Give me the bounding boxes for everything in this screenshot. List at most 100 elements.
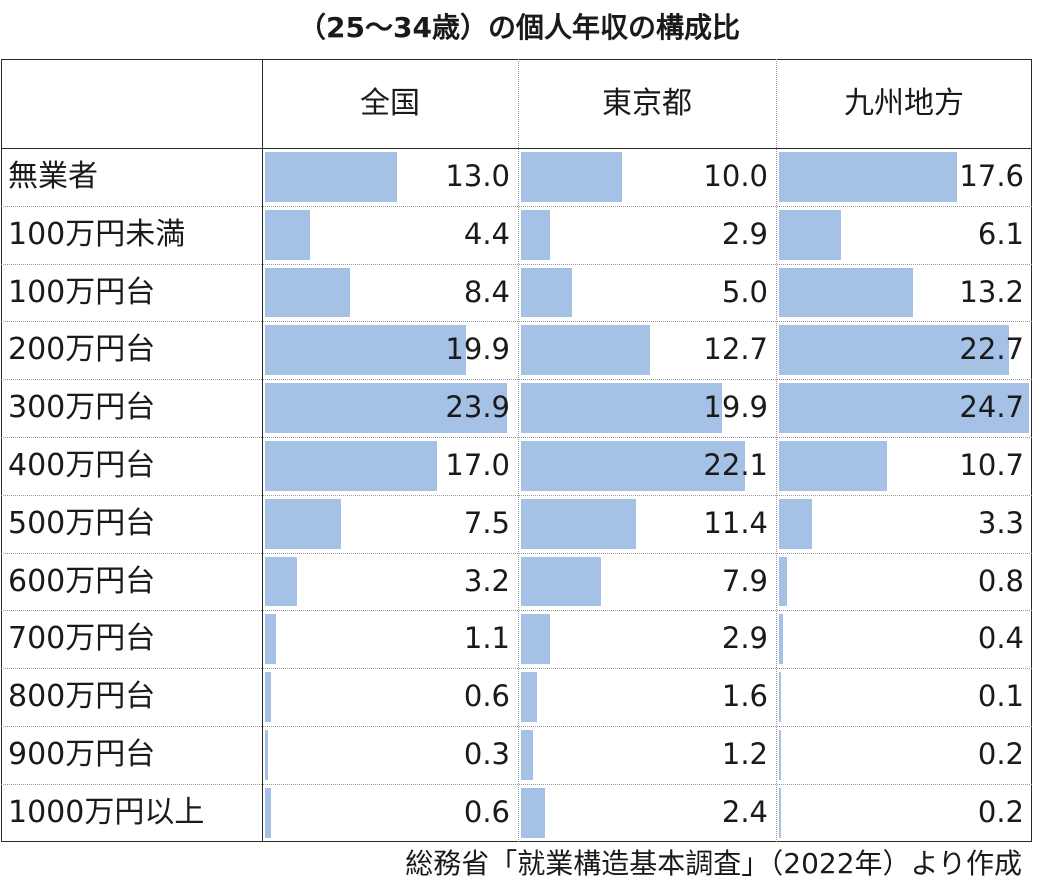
- column-header: 東京都: [602, 86, 692, 121]
- data-bar: [265, 730, 269, 780]
- header-divider: [1, 148, 1032, 149]
- data-bar: [521, 209, 551, 260]
- data-value: 0.1: [977, 679, 1024, 714]
- data-value: 2.9: [721, 621, 768, 656]
- data-bar: [265, 325, 467, 376]
- data-bar: [265, 614, 277, 665]
- data-value: 5.0: [721, 274, 768, 309]
- data-value: 1.6: [721, 679, 768, 714]
- data-value: 0.6: [463, 794, 510, 829]
- chart-title: （25〜34歳）の個人年収の構成比: [298, 11, 740, 44]
- data-value: 0.4: [977, 621, 1024, 656]
- data-value: 24.7: [959, 390, 1024, 425]
- row-label: 1000万円以上: [8, 794, 205, 830]
- data-value: 10.7: [959, 448, 1024, 482]
- row-label: 800万円台: [8, 679, 156, 715]
- data-bar: [779, 730, 782, 780]
- column-divider: [776, 59, 777, 842]
- data-value: 13.0: [445, 159, 510, 193]
- row-divider: [1, 668, 1032, 670]
- data-bar: [521, 556, 601, 607]
- table-frame: [1, 59, 1032, 842]
- data-value: 19.9: [445, 332, 510, 367]
- data-bar: [521, 152, 623, 202]
- data-value: 0.6: [463, 679, 510, 714]
- data-bar: [265, 267, 351, 318]
- data-value: 10.0: [703, 159, 768, 193]
- row-divider: [1, 205, 1032, 207]
- row-label: 無業者: [8, 159, 98, 194]
- row-label: 600万円台: [8, 563, 156, 599]
- column-header: 全国: [360, 86, 420, 121]
- row-divider: [1, 552, 1032, 554]
- data-bar: [521, 441, 745, 491]
- data-value: 1.1: [463, 621, 510, 656]
- data-value: 0.2: [977, 737, 1024, 771]
- row-label: 200万円台: [8, 332, 156, 368]
- data-value: 0.2: [977, 794, 1024, 829]
- data-bar: [265, 441, 438, 491]
- data-bar: [265, 556, 298, 607]
- data-value: 11.4: [703, 505, 768, 540]
- data-value: 22.7: [959, 332, 1024, 367]
- data-value: 0.3: [463, 737, 510, 771]
- data-bar: [265, 787, 272, 838]
- data-bar: [265, 498, 341, 549]
- data-bar: [521, 498, 637, 549]
- row-label: 900万円台: [8, 737, 156, 772]
- row-label: 100万円台: [8, 274, 156, 310]
- row-divider: [1, 783, 1032, 785]
- data-bar: [779, 787, 782, 838]
- column-header: 九州地方: [844, 86, 964, 121]
- data-bar: [779, 383, 1029, 433]
- data-value: 17.6: [959, 159, 1024, 193]
- data-value: 2.9: [721, 216, 768, 251]
- data-value: 8.4: [463, 274, 510, 309]
- data-value: 17.0: [445, 448, 510, 482]
- label-column-divider: [262, 59, 263, 842]
- data-bar: [521, 730, 534, 780]
- data-value: 13.2: [959, 274, 1024, 309]
- data-bar: [779, 152, 958, 202]
- row-divider: [1, 726, 1032, 727]
- row-divider: [1, 379, 1032, 381]
- data-bar: [779, 209, 841, 260]
- row-divider: [1, 610, 1032, 612]
- data-value: 3.3: [977, 505, 1024, 540]
- row-label: 400万円台: [8, 448, 156, 483]
- row-divider: [1, 321, 1032, 323]
- data-value: 0.8: [977, 563, 1024, 598]
- data-value: 23.9: [445, 390, 510, 425]
- data-bar: [521, 267, 572, 318]
- data-value: 7.5: [463, 505, 510, 540]
- row-label: 500万円台: [8, 505, 156, 541]
- data-bar: [779, 441, 888, 491]
- data-value: 7.9: [721, 563, 768, 598]
- row-label: 300万円台: [8, 390, 156, 426]
- data-bar: [779, 556, 788, 607]
- data-value: 2.4: [721, 794, 768, 829]
- row-label: 100万円未満: [8, 216, 186, 252]
- data-value: 4.4: [463, 216, 510, 251]
- row-divider: [1, 437, 1032, 438]
- data-bar: [521, 383, 723, 433]
- data-value: 19.9: [703, 390, 768, 425]
- row-divider: [1, 263, 1032, 265]
- data-value: 22.1: [703, 448, 768, 482]
- data-bar: [265, 383, 507, 433]
- data-bar: [521, 672, 538, 722]
- data-bar: [779, 672, 781, 722]
- data-bar: [265, 672, 272, 722]
- data-value: 1.2: [721, 737, 768, 771]
- data-value: 3.2: [463, 563, 510, 598]
- data-bar: [779, 325, 1009, 376]
- data-bar: [521, 614, 551, 665]
- data-bar: [521, 325, 650, 376]
- data-bar: [779, 267, 913, 318]
- column-divider: [518, 59, 519, 842]
- row-label: 700万円台: [8, 621, 156, 657]
- source-footnote: 総務省「就業構造基本調査」（2022年）より作成: [405, 847, 1022, 880]
- data-value: 12.7: [703, 332, 768, 367]
- data-bar: [779, 614, 784, 665]
- row-divider: [1, 494, 1032, 496]
